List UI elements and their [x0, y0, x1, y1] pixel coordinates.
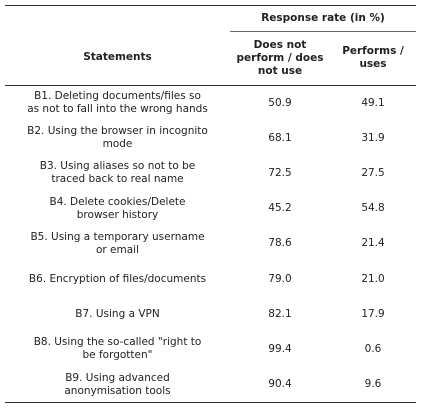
- statement-cell: B5. Using a temporary username or email: [30, 230, 205, 256]
- value-cell: 31.9: [361, 131, 385, 144]
- value-cell: 72.5: [268, 166, 292, 179]
- statement-cell: B4. Delete cookies/Delete browser histor…: [49, 195, 186, 221]
- value-cell: 54.8: [361, 202, 385, 215]
- table-row: B4. Delete cookies/Delete browser histor…: [5, 191, 416, 226]
- value-cell: 45.2: [268, 202, 292, 215]
- statement-cell: B9. Using advanced anonymisation tools: [5, 367, 230, 404]
- value-cell: 9.6: [330, 367, 417, 404]
- table-row: B1. Deleting documents/files so as not t…: [5, 85, 416, 121]
- table-row: B2. Using the browser in incognito mode 6…: [5, 121, 416, 156]
- statement-cell: B1. Deleting documents/files so as not t…: [27, 90, 208, 116]
- table-row: B3. Using aliases so not to be traced ba…: [5, 156, 416, 191]
- value-cell: 79.0: [268, 272, 292, 285]
- value-cell: 82.1: [268, 307, 292, 320]
- value-cell: 90.4: [230, 367, 330, 404]
- value-cell: 27.5: [361, 166, 385, 179]
- statement-cell: B6. Encryption of files/documents: [28, 272, 207, 285]
- statement-cell: B8. Using the so-called "right to be for…: [33, 336, 202, 362]
- value-cell: 68.1: [268, 131, 292, 144]
- table-row: B6. Encryption of files/documents 79.0 21.…: [5, 261, 416, 296]
- statement-cell: B3. Using aliases so not to be traced ba…: [39, 160, 196, 186]
- column-header: Does not perform / does not use: [230, 31, 330, 86]
- column-header: Performs / uses: [330, 31, 417, 86]
- value-cell: 49.1: [361, 96, 385, 109]
- value-cell: 21.4: [361, 237, 385, 250]
- value-cell: 21.0: [361, 272, 385, 285]
- statement-cell: B2. Using the browser in incognito mode: [27, 125, 208, 151]
- data-table: Response rate (in %) Statements Does not …: [5, 5, 417, 404]
- value-cell: 17.9: [361, 307, 385, 320]
- value-cell: 99.4: [268, 342, 292, 355]
- value-cell: 78.6: [268, 237, 292, 250]
- table-row: B5. Using a temporary username or email 7…: [5, 226, 416, 261]
- table-row: B8. Using the so-called "right to be for…: [5, 332, 416, 367]
- column-header: Statements: [5, 31, 230, 86]
- value-cell: 50.9: [268, 96, 292, 109]
- group-header: Response rate (in %): [230, 5, 417, 32]
- statement-cell: B7. Using a VPN: [75, 307, 160, 320]
- table-row: B9. Using advanced anonymisation tools 90…: [5, 367, 417, 404]
- table-row: B7. Using a VPN 82.1 17.9: [5, 297, 416, 332]
- value-cell: 0.6: [364, 342, 382, 355]
